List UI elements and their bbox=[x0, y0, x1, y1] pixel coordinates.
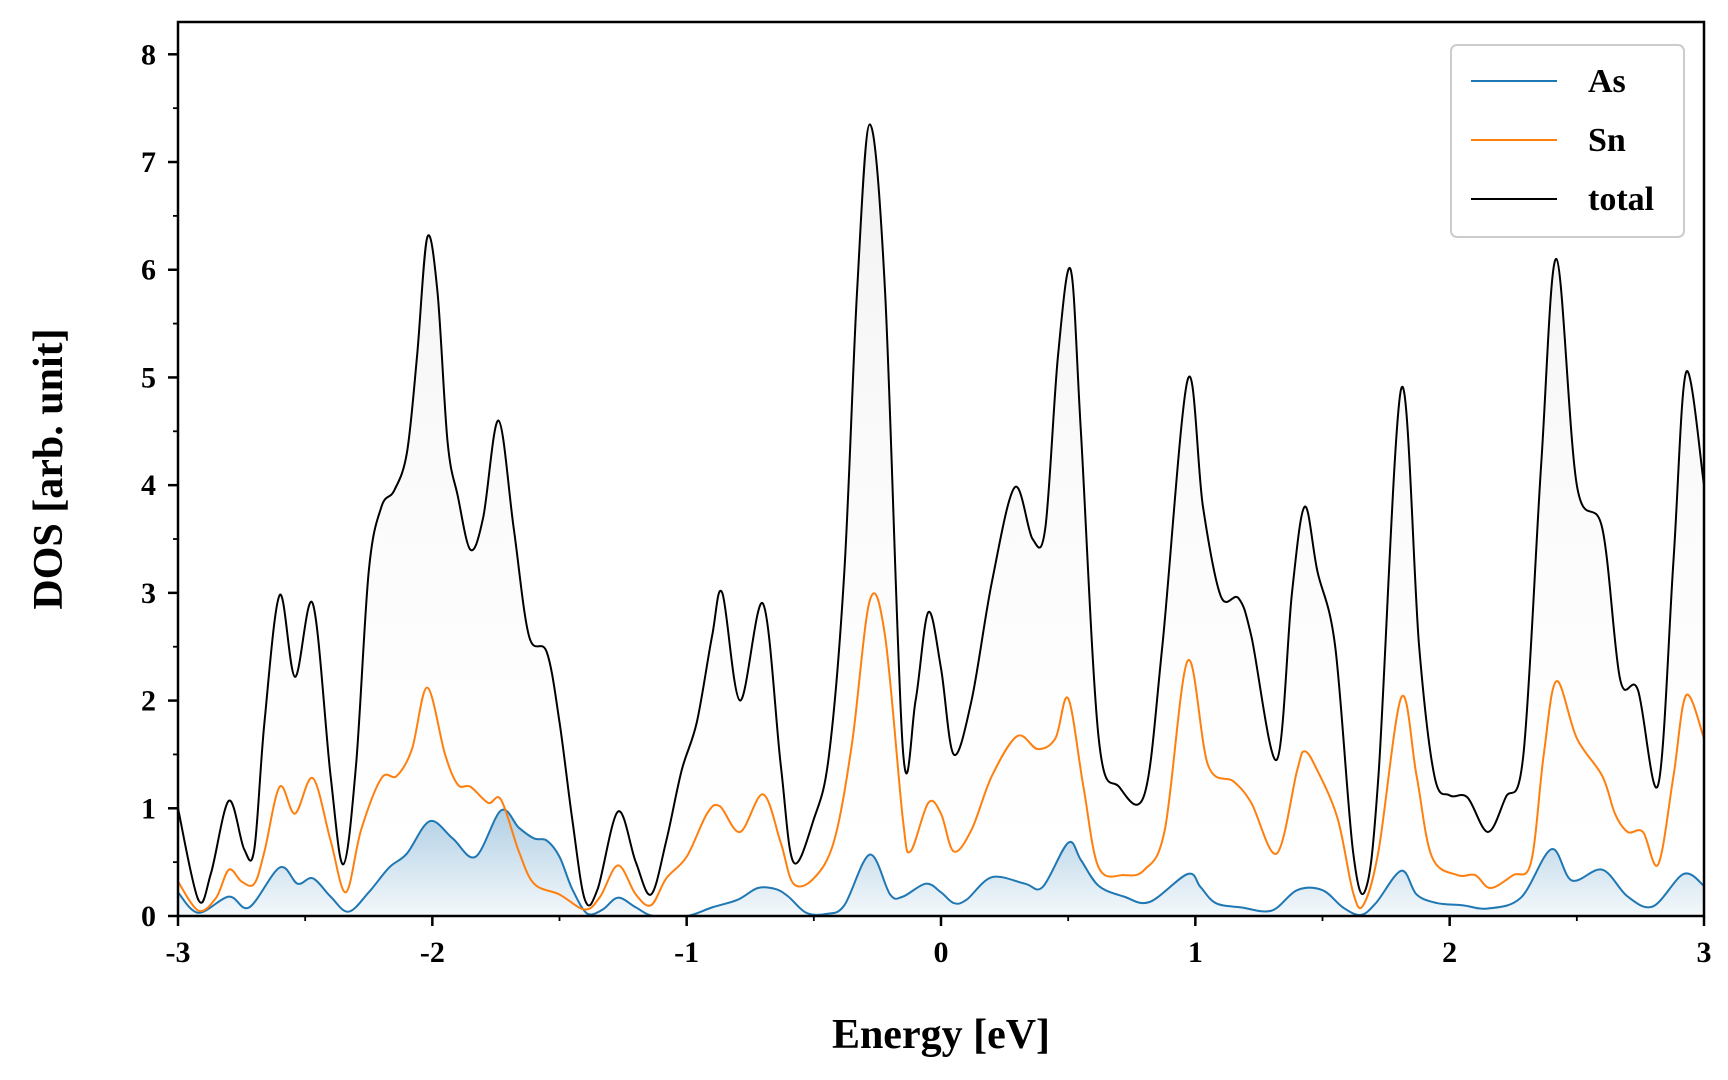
y-tick-label: 1 bbox=[141, 792, 156, 825]
y-tick-label: 6 bbox=[141, 254, 156, 287]
legend-label-total: total bbox=[1588, 181, 1654, 218]
series-fill-as bbox=[178, 809, 1704, 916]
y-tick-label: 5 bbox=[141, 361, 156, 394]
y-tick-label: 3 bbox=[141, 577, 156, 610]
x-tick-label: 1 bbox=[1188, 936, 1203, 969]
x-tick-label: -1 bbox=[674, 936, 699, 969]
legend-label-sn: Sn bbox=[1588, 122, 1626, 159]
y-tick-label: 8 bbox=[141, 38, 156, 71]
y-tick-label: 7 bbox=[141, 146, 156, 179]
series-line-total bbox=[178, 123, 1704, 907]
y-axis-title: DOS [arb. unit] bbox=[26, 328, 72, 609]
axis-ticks: -3 -2 -1 0 1 2 3 0 1 2 3 4 5 6 7 8 bbox=[141, 38, 1712, 969]
legend-label-as: As bbox=[1588, 63, 1626, 100]
x-tick-label: 3 bbox=[1697, 936, 1712, 969]
x-axis-title: Energy [eV] bbox=[832, 1012, 1050, 1058]
y-tick-label: 4 bbox=[141, 469, 156, 502]
x-tick-label: -2 bbox=[420, 936, 445, 969]
series-line-as bbox=[178, 808, 1704, 916]
x-tick-label: -3 bbox=[166, 936, 191, 969]
y-tick-label: 2 bbox=[141, 685, 156, 718]
series-lines bbox=[178, 123, 1704, 916]
series-line-sn bbox=[178, 592, 1704, 913]
x-tick-label: 0 bbox=[934, 936, 949, 969]
x-tick-label: 2 bbox=[1442, 936, 1457, 969]
legend-box bbox=[1450, 44, 1685, 238]
y-tick-label: 0 bbox=[141, 900, 156, 933]
series-fill-total bbox=[178, 124, 1704, 916]
legend: As Sn total bbox=[1450, 44, 1685, 238]
series-fills bbox=[178, 124, 1704, 916]
